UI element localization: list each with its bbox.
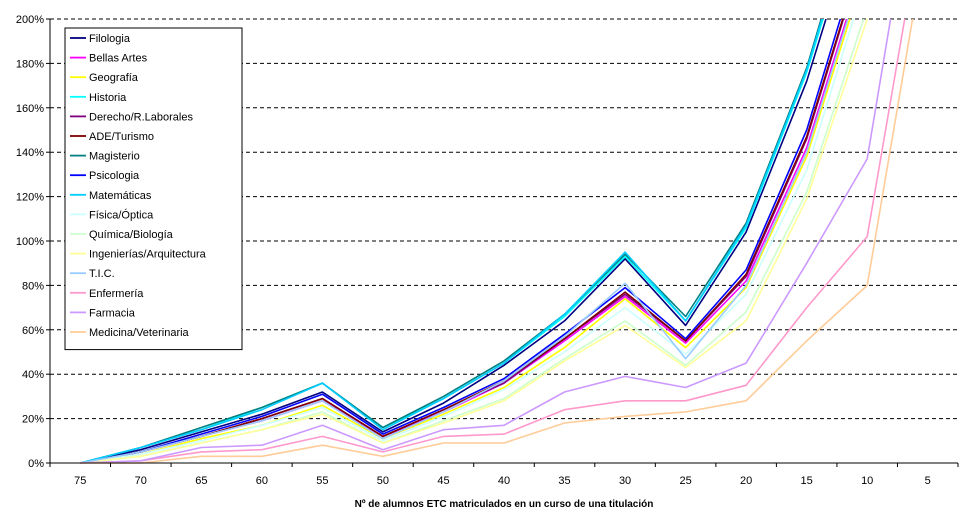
x-tick-label: 75 [74, 475, 86, 487]
legend-label: T.I.C. [89, 268, 115, 280]
series-line [80, 19, 855, 464]
y-tick-label: 100% [16, 236, 44, 248]
x-tick-label: 65 [195, 475, 207, 487]
y-tick-label: 60% [22, 325, 44, 337]
legend-label: Farmacia [89, 307, 136, 319]
x-tick-label: 50 [377, 475, 389, 487]
legend-label: Ingenierías/Arquitectura [89, 249, 207, 261]
x-tick-label: 15 [801, 475, 813, 487]
legend-label: Magisterio [89, 151, 140, 163]
y-tick-label: 200% [16, 14, 44, 26]
y-tick-label: 140% [16, 147, 44, 159]
series-line [80, 19, 827, 464]
series-line [80, 19, 822, 464]
series-line [80, 19, 869, 464]
series-lines [80, 19, 914, 464]
series-line [80, 19, 851, 464]
legend-label: Física/Óptica [89, 208, 154, 221]
legend-label: ADE/Turismo [89, 131, 154, 143]
axes [46, 18, 959, 467]
x-tick-label: 40 [498, 475, 510, 487]
y-tick-label: 40% [22, 369, 44, 381]
y-tick-label: 20% [22, 414, 44, 426]
tick-labels: 0% 20% 40% 60% 80% 100% 120% 140% 160% 180% 200% 75… [16, 14, 931, 487]
legend-label: Matemáticas [89, 190, 152, 202]
x-tick-label: 20 [740, 475, 752, 487]
series-line [80, 19, 892, 464]
legend-label: Historia [89, 92, 127, 104]
y-tick-label: 180% [16, 58, 44, 70]
x-tick-label: 10 [861, 475, 873, 487]
series-line [80, 19, 842, 464]
x-tick-label: 30 [619, 475, 631, 487]
y-tick-label: 0% [28, 458, 44, 470]
legend-label: Química/Biología [89, 229, 174, 241]
y-tick-label: 120% [16, 192, 44, 204]
x-tick-label: 55 [316, 475, 328, 487]
series-line [80, 19, 823, 464]
x-tick-label: 5 [925, 475, 931, 487]
legend-label: Filologia [89, 33, 131, 45]
legend-box [64, 27, 243, 351]
x-tick-label: 25 [679, 475, 691, 487]
series-line [80, 19, 849, 464]
legend-label: Enfermería [89, 288, 144, 300]
y-tick-label: 160% [16, 103, 44, 115]
legend: Filologia Bellas Artes Geografía Historia De… [64, 27, 243, 351]
x-axis-label: Nº de alumnos ETC matriculados en un cur… [355, 499, 654, 510]
legend-label: Bellas Artes [89, 53, 148, 65]
legend-label: Geografía [89, 72, 139, 84]
legend-label: Psicologia [89, 170, 140, 182]
x-tick-label: 70 [135, 475, 147, 487]
y-tick-label: 80% [22, 280, 44, 292]
x-tick-label: 35 [558, 475, 570, 487]
legend-label: Derecho/R.Laborales [89, 111, 193, 123]
legend-label: Medicina/Veterinaria [89, 327, 190, 339]
x-tick-label: 60 [256, 475, 268, 487]
series-line [80, 19, 906, 464]
series-line [80, 19, 914, 464]
x-tick-label: 45 [437, 475, 449, 487]
